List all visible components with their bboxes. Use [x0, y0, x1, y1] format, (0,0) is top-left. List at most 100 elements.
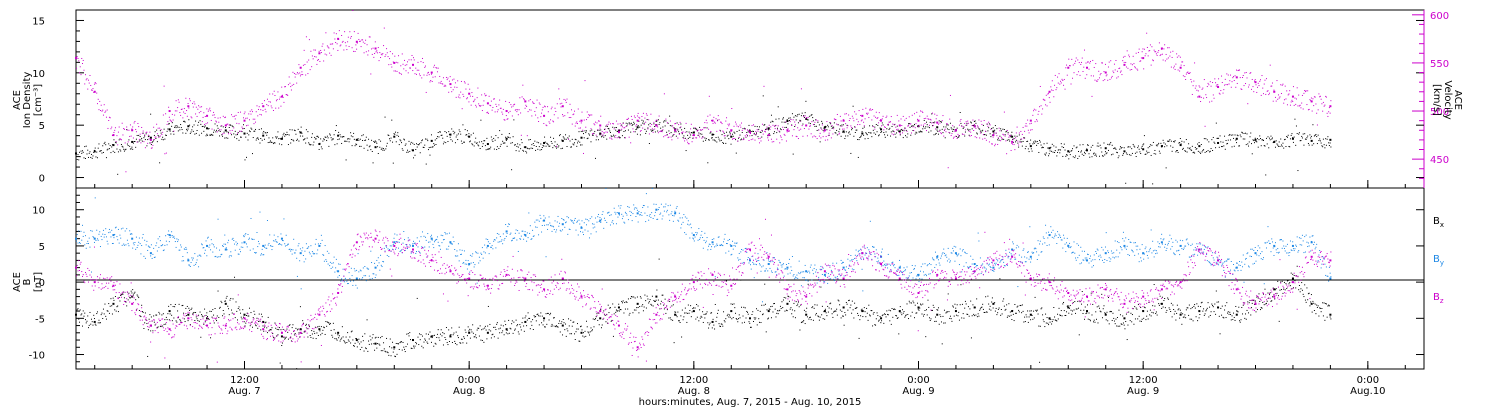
- scatter-dot: [1233, 79, 1235, 81]
- scatter-dot: [302, 64, 304, 66]
- scatter-dot: [80, 150, 82, 152]
- scatter-dot: [978, 128, 980, 130]
- scatter-dot: [1101, 151, 1103, 153]
- scatter-dot: [280, 105, 282, 107]
- scatter-dot: [1056, 155, 1058, 157]
- scatter-dot: [1092, 153, 1094, 155]
- scatter-dot: [1126, 50, 1128, 52]
- scatter-dot: [1246, 133, 1248, 135]
- scatter-dot: [147, 355, 149, 357]
- scatter-dot: [254, 128, 256, 130]
- scatter-dot: [109, 145, 111, 147]
- scatter-dot: [287, 84, 289, 86]
- scatter-dot: [463, 337, 465, 339]
- scatter-dot: [674, 131, 676, 133]
- scatter-dot: [947, 167, 949, 169]
- scatter-dot: [469, 140, 471, 142]
- scatter-dot: [952, 137, 954, 139]
- scatter-dot: [908, 125, 910, 127]
- scatter-dot: [162, 114, 164, 116]
- scatter-dot: [911, 132, 913, 134]
- scatter-dot: [1114, 69, 1116, 71]
- data-point: [1198, 310, 1201, 313]
- scatter-dot: [157, 326, 159, 328]
- data-point: [1329, 138, 1332, 141]
- scatter-dot: [475, 137, 477, 139]
- scatter-dot: [949, 122, 951, 124]
- scatter-dot: [905, 127, 907, 129]
- scatter-dot: [231, 114, 233, 116]
- scatter-dot: [416, 69, 418, 71]
- scatter-dot: [325, 32, 327, 34]
- scatter-dot: [958, 135, 960, 137]
- scatter-dot: [1261, 139, 1263, 141]
- scatter-dot: [1265, 174, 1267, 176]
- scatter-dot: [1116, 70, 1118, 72]
- scatter-dot: [635, 309, 637, 311]
- scatter-dot: [283, 337, 285, 339]
- scatter-dot: [426, 138, 428, 140]
- scatter-dot: [337, 334, 339, 336]
- scatter-dot: [495, 103, 497, 105]
- scatter-dot: [537, 117, 539, 119]
- data-point: [1104, 71, 1107, 74]
- scatter-dot: [521, 142, 523, 144]
- scatter-dot: [1049, 150, 1051, 152]
- scatter-dot: [1242, 77, 1244, 79]
- scatter-dot: [150, 316, 152, 318]
- scatter-dot: [614, 137, 616, 139]
- scatter-dot: [562, 115, 564, 117]
- scatter-dot: [742, 139, 744, 141]
- scatter-dot: [944, 128, 946, 130]
- scatter-dot: [164, 319, 166, 321]
- scatter-dot: [1021, 141, 1023, 143]
- scatter-dot: [864, 311, 866, 313]
- scatter-dot: [180, 114, 182, 116]
- scatter-dot: [373, 140, 375, 142]
- scatter-dot: [735, 123, 737, 125]
- scatter-dot: [823, 311, 825, 313]
- scatter-dot: [1268, 94, 1270, 96]
- scatter-dot: [838, 131, 840, 133]
- scatter-dot: [911, 311, 913, 313]
- scatter-dot: [213, 129, 215, 131]
- scatter-dot: [392, 141, 394, 143]
- data-point: [992, 130, 995, 133]
- scatter-dot: [903, 311, 905, 313]
- scatter-dot: [463, 81, 465, 83]
- scatter-dot: [380, 53, 382, 55]
- scatter-dot: [504, 320, 506, 322]
- scatter-dot: [383, 342, 385, 344]
- scatter-dot: [958, 135, 960, 137]
- scatter-dot: [309, 335, 311, 337]
- scatter-dot: [645, 121, 647, 123]
- scatter-dot: [219, 307, 221, 309]
- scatter-dot: [538, 146, 540, 148]
- scatter-dot: [95, 83, 97, 85]
- scatter-dot: [389, 140, 391, 142]
- scatter-dot: [791, 135, 793, 137]
- scatter-dot: [797, 122, 799, 124]
- scatter-dot: [326, 54, 328, 56]
- scatter-dot: [1061, 146, 1063, 148]
- scatter-dot: [379, 52, 381, 54]
- data-point: [711, 320, 714, 323]
- scatter-dot: [350, 36, 352, 38]
- scatter-dot: [1253, 140, 1255, 142]
- scatter-dot: [869, 314, 871, 316]
- scatter-dot: [110, 128, 112, 130]
- scatter-dot: [83, 157, 85, 159]
- scatter-dot: [1310, 135, 1312, 137]
- scatter-dot: [338, 335, 340, 337]
- scatter-dot: [994, 310, 996, 312]
- scatter-dot: [683, 135, 685, 137]
- scatter-dot: [1256, 138, 1258, 140]
- scatter-dot: [153, 126, 155, 128]
- scatter-dot: [395, 61, 397, 63]
- scatter-dot: [852, 309, 854, 311]
- scatter-dot: [976, 133, 978, 135]
- scatter-dot: [417, 144, 419, 146]
- scatter-dot: [655, 299, 657, 301]
- scatter-dot: [1296, 133, 1298, 135]
- scatter-dot: [930, 130, 932, 132]
